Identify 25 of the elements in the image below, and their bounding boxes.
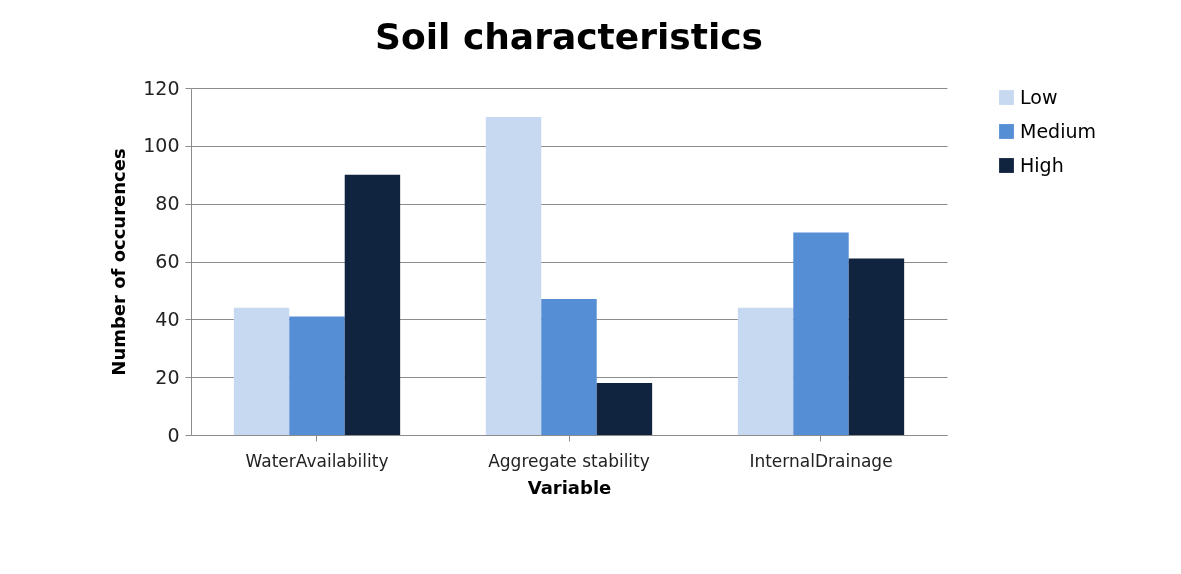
y-tick-label: 120 [143, 76, 180, 99]
y-tick-label: 20 [155, 365, 180, 388]
legend-label: High [1020, 153, 1064, 176]
x-axis-title: Variable [527, 476, 612, 498]
bar [737, 307, 794, 435]
x-tick-label: InternalDrainage [749, 450, 893, 471]
bar [848, 258, 905, 435]
bar [289, 316, 345, 435]
chart-title: Soil characteristics [375, 16, 763, 57]
y-tick-label: 100 [143, 134, 180, 157]
x-tick-label: Aggregate stability [488, 450, 650, 471]
bar [344, 174, 401, 435]
legend-label: Low [1020, 85, 1058, 108]
legend-label: Medium [1020, 119, 1096, 142]
bar [541, 299, 597, 435]
y-axis-title: Number of occurences [108, 148, 130, 376]
y-tick-label: 40 [155, 307, 180, 330]
y-tick-label: 0 [167, 423, 180, 446]
bar [596, 382, 653, 435]
bar [485, 116, 542, 435]
y-tick-label: 80 [155, 192, 180, 215]
bar [233, 307, 290, 435]
bar [793, 232, 849, 435]
x-tick-label: WaterAvailability [245, 450, 389, 471]
y-tick-label: 60 [155, 250, 180, 272]
